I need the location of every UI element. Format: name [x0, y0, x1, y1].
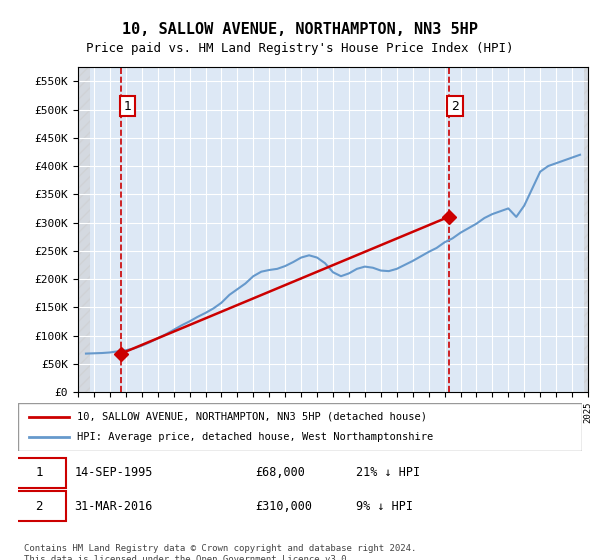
Text: 2: 2 — [451, 100, 459, 113]
Text: 31-MAR-2016: 31-MAR-2016 — [74, 500, 153, 512]
Text: 1: 1 — [35, 466, 43, 479]
Text: 2: 2 — [35, 500, 43, 512]
Text: Price paid vs. HM Land Registry's House Price Index (HPI): Price paid vs. HM Land Registry's House … — [86, 42, 514, 55]
FancyBboxPatch shape — [13, 491, 66, 521]
Text: HPI: Average price, detached house, West Northamptonshire: HPI: Average price, detached house, West… — [77, 432, 433, 442]
Text: £310,000: £310,000 — [255, 500, 312, 512]
Text: 10, SALLOW AVENUE, NORTHAMPTON, NN3 5HP (detached house): 10, SALLOW AVENUE, NORTHAMPTON, NN3 5HP … — [77, 412, 427, 422]
FancyBboxPatch shape — [18, 403, 582, 451]
Text: 21% ↓ HPI: 21% ↓ HPI — [356, 466, 421, 479]
Bar — [78, 67, 90, 392]
Text: 9% ↓ HPI: 9% ↓ HPI — [356, 500, 413, 512]
Text: 10, SALLOW AVENUE, NORTHAMPTON, NN3 5HP: 10, SALLOW AVENUE, NORTHAMPTON, NN3 5HP — [122, 22, 478, 38]
Text: 14-SEP-1995: 14-SEP-1995 — [74, 466, 153, 479]
FancyBboxPatch shape — [13, 458, 66, 488]
Text: Contains HM Land Registry data © Crown copyright and database right 2024.
This d: Contains HM Land Registry data © Crown c… — [24, 544, 416, 560]
Text: £68,000: £68,000 — [255, 466, 305, 479]
Text: 1: 1 — [124, 100, 131, 113]
Bar — [584, 67, 588, 392]
